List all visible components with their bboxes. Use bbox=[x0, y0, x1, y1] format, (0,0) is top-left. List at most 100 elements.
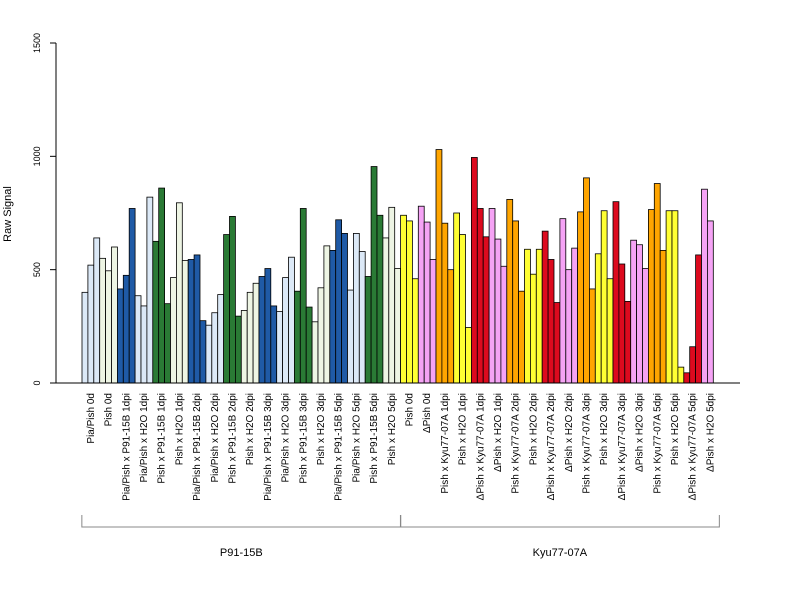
bar bbox=[547, 259, 555, 384]
bar bbox=[175, 202, 183, 384]
bar bbox=[594, 253, 602, 384]
x-tick-label: ΔPish x H2O 1dpi bbox=[493, 393, 504, 472]
bar bbox=[506, 198, 514, 384]
bar bbox=[187, 259, 195, 384]
x-tick-label: ΔPish x H2O 2dpi bbox=[564, 393, 575, 472]
x-tick-label: Pish x Kyu77-07A 1dpi bbox=[440, 393, 451, 494]
bar bbox=[677, 366, 685, 384]
bar bbox=[518, 290, 525, 384]
x-tick-label: Pish x H2O 5dpi bbox=[670, 393, 681, 465]
bar bbox=[364, 276, 372, 384]
x-tick-label: ΔPish 0d bbox=[422, 393, 433, 433]
y-tick-label: 1000 bbox=[32, 146, 42, 166]
x-tick-label: Pish x H2O 2dpi bbox=[528, 393, 539, 465]
x-tick-label: Pish x P91-15B 2dpi bbox=[227, 393, 238, 484]
bar bbox=[158, 187, 165, 384]
bar bbox=[105, 270, 112, 384]
bar bbox=[199, 320, 207, 384]
bar bbox=[122, 274, 130, 384]
bar bbox=[140, 305, 148, 384]
bar bbox=[707, 220, 714, 384]
x-tick-label: ΔPish x H2O 5dpi bbox=[705, 393, 716, 472]
x-tick-label: Pish x P91-15B 3dpi bbox=[298, 393, 309, 484]
bar bbox=[429, 259, 437, 384]
bar bbox=[618, 263, 626, 384]
bar bbox=[482, 236, 490, 384]
bar bbox=[530, 273, 537, 384]
bar bbox=[630, 239, 638, 384]
bar bbox=[258, 276, 266, 384]
bar bbox=[352, 232, 360, 384]
bar bbox=[453, 212, 461, 384]
group-label: Kyu77-07A bbox=[533, 547, 588, 559]
bar bbox=[642, 268, 649, 384]
bar bbox=[512, 220, 520, 384]
bar bbox=[494, 238, 502, 384]
bar bbox=[553, 302, 561, 384]
bar bbox=[293, 290, 301, 384]
bar bbox=[695, 254, 702, 384]
bar bbox=[465, 327, 472, 384]
bar bbox=[659, 249, 667, 384]
x-tick-label: Pish x H2O 3dpi bbox=[316, 393, 327, 465]
bar bbox=[423, 221, 431, 384]
x-tick-label: Pish 0d bbox=[104, 393, 115, 426]
bar bbox=[606, 278, 614, 384]
bar bbox=[193, 254, 201, 384]
bar bbox=[689, 346, 697, 384]
x-tick-label: ΔPish x Kyu77-07A 5dpi bbox=[688, 393, 699, 500]
x-tick-label: Pish x Kyu77-07A 3dpi bbox=[581, 393, 592, 494]
bar bbox=[624, 300, 632, 384]
group-label: P91-15B bbox=[220, 547, 263, 559]
bar bbox=[276, 311, 284, 384]
y-axis: 0 500 1000 1500 bbox=[32, 33, 57, 386]
bar bbox=[170, 277, 177, 384]
x-tick-labels: Pia/Pish 0d Pish 0d Pia/Pish x P91-15B 1dp… bbox=[86, 393, 716, 501]
x-tick-label: Pish x H2O 2dpi bbox=[245, 393, 256, 465]
bar bbox=[81, 291, 89, 384]
bar bbox=[181, 260, 189, 384]
bar bbox=[376, 214, 384, 384]
bar bbox=[323, 245, 331, 384]
bar bbox=[93, 237, 101, 384]
y-axis-label: Raw Signal bbox=[2, 186, 14, 242]
y-tick-label: 0 bbox=[32, 380, 42, 385]
bar bbox=[524, 248, 531, 384]
bar bbox=[701, 188, 708, 384]
bar bbox=[600, 210, 608, 384]
x-tick-label: ΔPish x Kyu77-07A 2dpi bbox=[546, 393, 557, 500]
bar bbox=[589, 288, 596, 384]
bar bbox=[612, 201, 620, 384]
bar bbox=[400, 214, 407, 384]
bar bbox=[335, 219, 343, 384]
bar bbox=[577, 211, 584, 384]
bar bbox=[128, 208, 136, 384]
x-tick-label: Pia/Pish x P91-15B 5dpi bbox=[334, 393, 345, 501]
bar bbox=[441, 222, 449, 384]
x-tick-label: Pia/Pish x H2O 2dpi bbox=[210, 393, 221, 483]
bar bbox=[382, 237, 390, 384]
group-bracket bbox=[399, 515, 720, 528]
bar bbox=[87, 264, 95, 384]
x-tick-label: Pish x H2O 5dpi bbox=[387, 393, 398, 465]
bar bbox=[270, 305, 278, 384]
bar bbox=[394, 268, 402, 384]
bar bbox=[234, 315, 242, 384]
bar bbox=[299, 208, 307, 384]
bar bbox=[152, 240, 160, 384]
bar bbox=[459, 234, 466, 384]
x-tick-label: Pish x P91-15B 1dpi bbox=[157, 393, 168, 484]
bar bbox=[341, 232, 348, 384]
group-brackets: P91-15B Kyu77-07A bbox=[81, 515, 720, 559]
x-tick-label: ΔPish x H2O 3dpi bbox=[635, 393, 646, 472]
bars bbox=[81, 149, 714, 384]
x-tick-label: Pia/Pish x H2O 3dpi bbox=[281, 393, 292, 483]
group-bracket bbox=[81, 515, 402, 528]
x-tick-label: Pish x Kyu77-07A 5dpi bbox=[652, 393, 663, 494]
bar bbox=[388, 206, 396, 384]
bar bbox=[134, 295, 142, 384]
bar bbox=[311, 321, 319, 384]
x-tick-label: Pish x H2O 1dpi bbox=[174, 393, 185, 465]
